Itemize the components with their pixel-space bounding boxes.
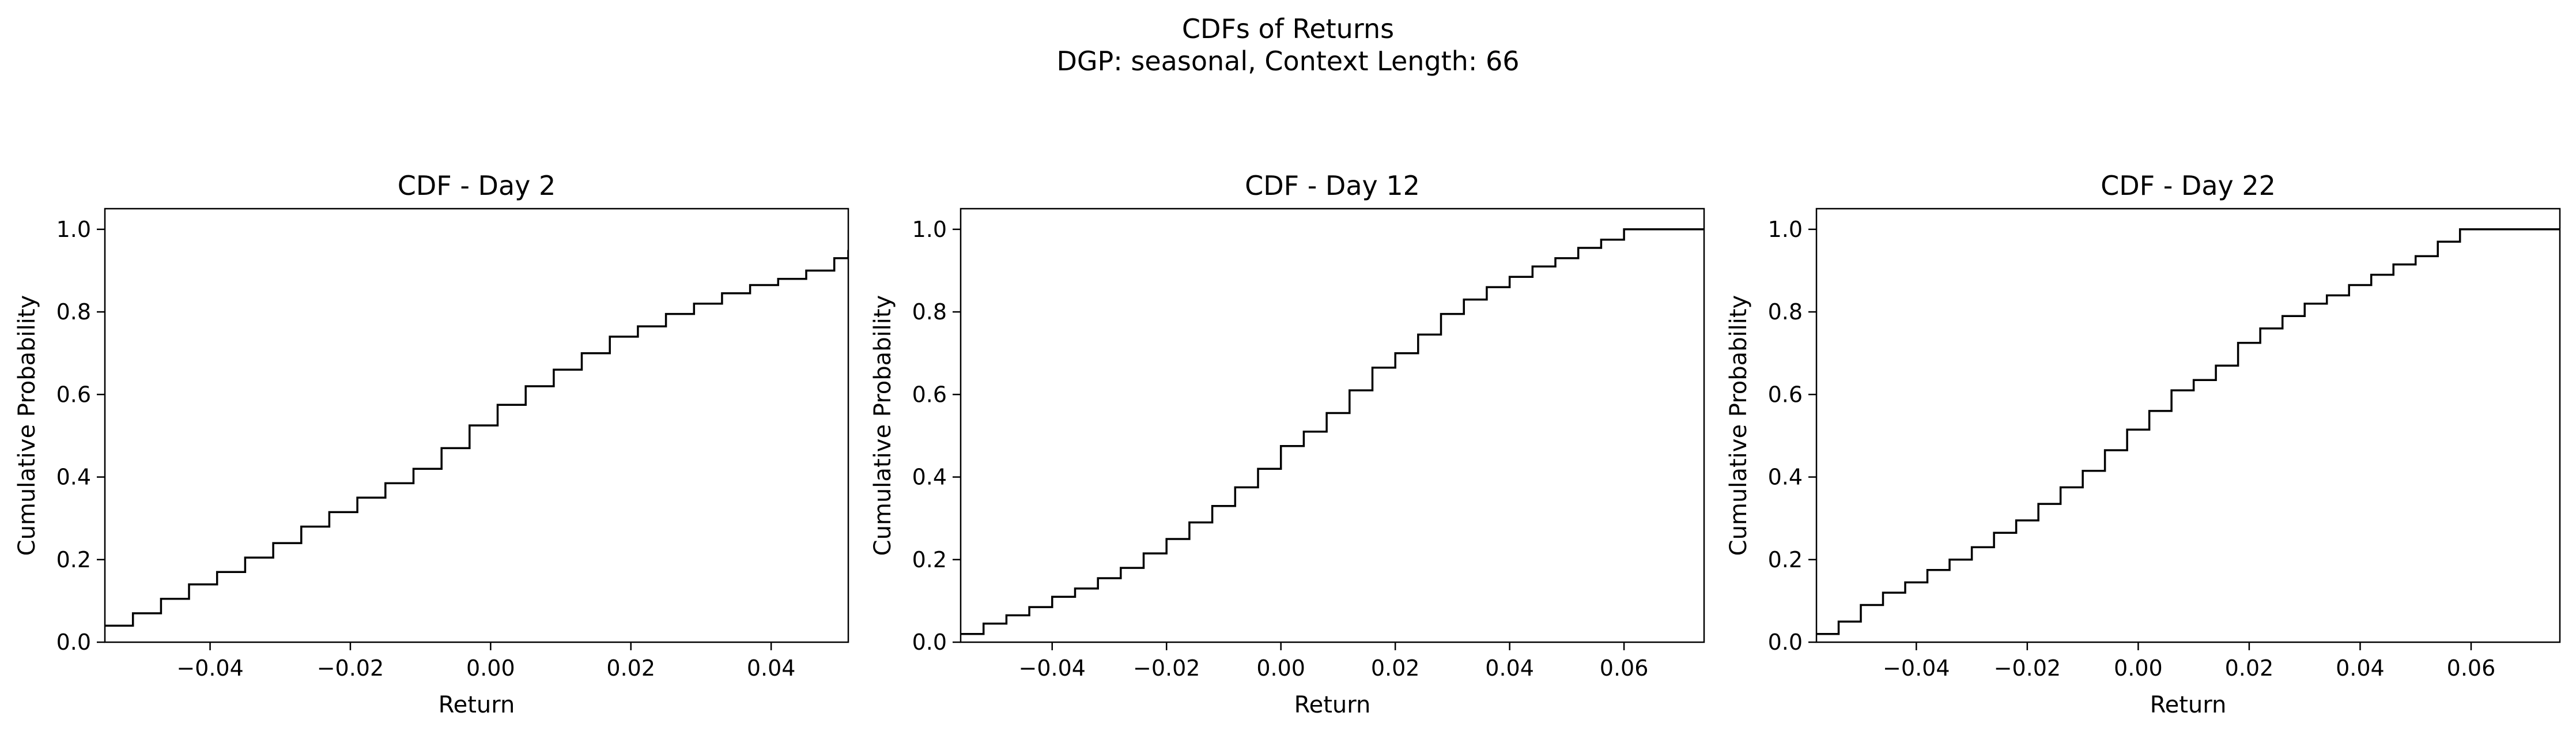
x-tick-label: −0.04 <box>1019 655 1086 681</box>
y-axis-label: Cumulative Probability <box>1725 295 1752 556</box>
x-tick-label: −0.02 <box>1133 655 1200 681</box>
axes-frame <box>104 208 849 643</box>
axes-frame <box>1815 208 2561 643</box>
y-tick-label: 0.6 <box>912 382 947 407</box>
y-tick-label: 0.4 <box>912 465 947 490</box>
y-tick-label: 0.4 <box>56 465 91 490</box>
y-tick-label: 0.8 <box>1768 299 1803 325</box>
y-tick-label: 0.4 <box>1768 465 1803 490</box>
cdf-step-line <box>105 250 848 627</box>
subplot-title: CDF - Day 22 <box>2101 170 2276 201</box>
y-tick-label: 0.6 <box>56 382 91 407</box>
axes-frame <box>960 208 1705 643</box>
y-tick-label: 0.0 <box>912 630 947 655</box>
x-tick-label: 0.04 <box>1485 655 1534 681</box>
x-tick-label: −0.02 <box>1994 655 2061 681</box>
x-tick-label: 0.00 <box>1256 655 1305 681</box>
x-axis-label: Return <box>2150 692 2227 718</box>
x-axis-label: Return <box>439 692 515 718</box>
y-tick-label: 0.8 <box>56 299 91 325</box>
x-tick-label: 0.02 <box>606 655 655 681</box>
y-axis-label: Cumulative Probability <box>870 295 896 556</box>
y-tick-label: 0.8 <box>912 299 947 325</box>
x-tick-label: 0.00 <box>466 655 515 681</box>
x-tick-label: 0.02 <box>1371 655 1420 681</box>
subplot-1: −0.04 −0.02 0.00 0.02 0.04 0.0 0.2 0.4 0.6 0.8 1.0… <box>14 170 849 718</box>
cdf-step-line <box>961 228 1704 635</box>
x-tick-label: −0.02 <box>317 655 384 681</box>
subplot-title: CDF - Day 2 <box>398 170 556 201</box>
y-tick-label: 1.0 <box>1768 217 1803 242</box>
y-tick-label: 0.0 <box>56 630 91 655</box>
x-tick-label: 0.04 <box>2336 655 2385 681</box>
subplot-title: CDF - Day 12 <box>1245 170 1420 201</box>
cdf-step-line <box>1816 228 2560 635</box>
subplot-3: −0.04 −0.02 0.00 0.02 0.04 0.06 0.0 0.2 0.4 0.6 0.… <box>1725 170 2561 718</box>
y-tick-label: 0.2 <box>56 547 91 572</box>
x-tick-label: 0.02 <box>2225 655 2274 681</box>
figure-title-line2: DGP: seasonal, Context Length: 66 <box>1056 46 1519 77</box>
subplot-panels: −0.04 −0.02 0.00 0.02 0.04 0.0 0.2 0.4 0.6 0.8 1.0… <box>14 170 2561 718</box>
x-tick-label: −0.04 <box>176 655 243 681</box>
x-tick-label: 0.04 <box>747 655 796 681</box>
y-tick-label: 0.2 <box>1768 547 1803 572</box>
y-tick-label: 0.6 <box>1768 382 1803 407</box>
y-tick-label: 1.0 <box>56 217 91 242</box>
x-tick-label: 0.06 <box>1600 655 1649 681</box>
x-axis-label: Return <box>1294 692 1371 718</box>
subplot-2: −0.04 −0.02 0.00 0.02 0.04 0.06 0.0 0.2 0.4 0.6 0.… <box>870 170 1705 718</box>
x-tick-label: 0.00 <box>2114 655 2163 681</box>
y-tick-label: 0.0 <box>1768 630 1803 655</box>
y-axis-label: Cumulative Probability <box>14 295 40 556</box>
figure-title-line1: CDFs of Returns <box>1182 13 1394 44</box>
y-tick-label: 1.0 <box>912 217 947 242</box>
y-tick-label: 0.2 <box>912 547 947 572</box>
x-tick-label: −0.04 <box>1883 655 1950 681</box>
x-tick-label: 0.06 <box>2447 655 2496 681</box>
